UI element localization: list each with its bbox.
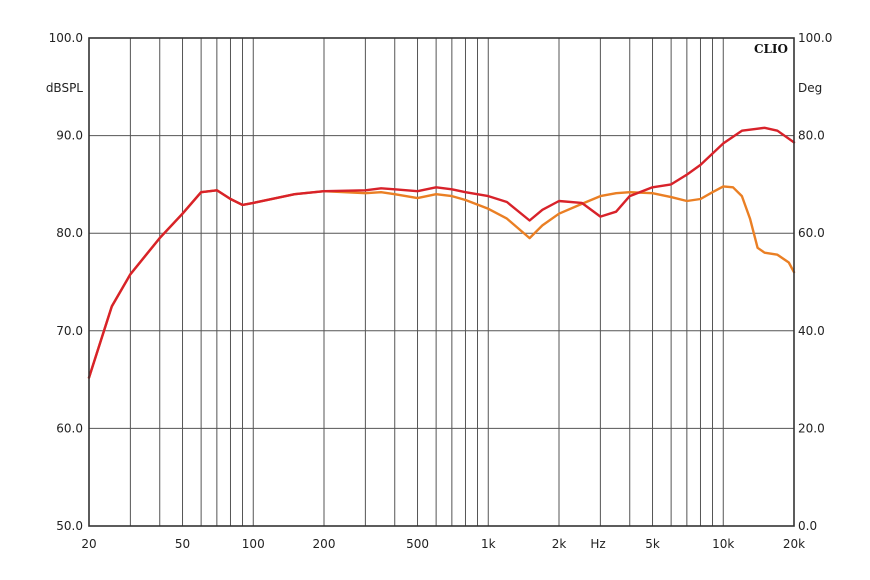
- y-left-tick-label: 90.0: [56, 129, 83, 143]
- x-tick-label: 5k: [645, 537, 660, 551]
- x-tick-label: 20k: [783, 537, 805, 551]
- y-right-tick-label: 0.0: [798, 519, 817, 533]
- x-tick-label: 100: [242, 537, 265, 551]
- horizontal-gridlines: [89, 135, 794, 429]
- plot-frame: [88, 37, 795, 527]
- series-line-1: [87, 126, 796, 379]
- plot-background: [89, 38, 794, 526]
- y-right-tick-label: 80.0: [798, 129, 825, 143]
- vertical-gridlines: [129, 38, 724, 526]
- right-axis-tick-labels: 0.0 20.0 40.0 60.0 80.0 100.0: [798, 31, 832, 533]
- x-tick-label: 200: [313, 537, 336, 551]
- y-right-tick-label: 60.0: [798, 226, 825, 240]
- x-tick-label: 1k: [481, 537, 496, 551]
- y-right-tick-label: 20.0: [798, 421, 825, 435]
- x-tick-label: 50: [175, 537, 190, 551]
- y-left-tick-label: 100.0: [49, 31, 83, 45]
- left-axis-tick-labels: 50.0 60.0 70.0 80.0 90.0 100.0: [49, 31, 83, 533]
- y-left-tick-label: 70.0: [56, 324, 83, 338]
- clio-brand-label: CLIO: [754, 42, 788, 56]
- x-tick-label: 500: [406, 537, 429, 551]
- y-left-tick-label: 80.0: [56, 226, 83, 240]
- y-left-tick-label: 50.0: [56, 519, 83, 533]
- x-tick-label: 2k: [552, 537, 567, 551]
- x-tick-label: 20: [81, 537, 96, 551]
- y-right-tick-label: 40.0: [798, 324, 825, 338]
- y-left-tick-label: 60.0: [56, 421, 83, 435]
- x-axis-tick-labels: 20 50 100 200 500 1k 2k 5k 10k 20k: [81, 537, 805, 551]
- series-layer: [87, 126, 796, 379]
- y-right-tick-label: 100.0: [798, 31, 832, 45]
- right-axis-unit: Deg: [798, 81, 822, 95]
- x-tick-label: 10k: [712, 537, 734, 551]
- x-axis-unit: Hz: [590, 537, 605, 551]
- left-axis-unit: dBSPL: [46, 81, 83, 95]
